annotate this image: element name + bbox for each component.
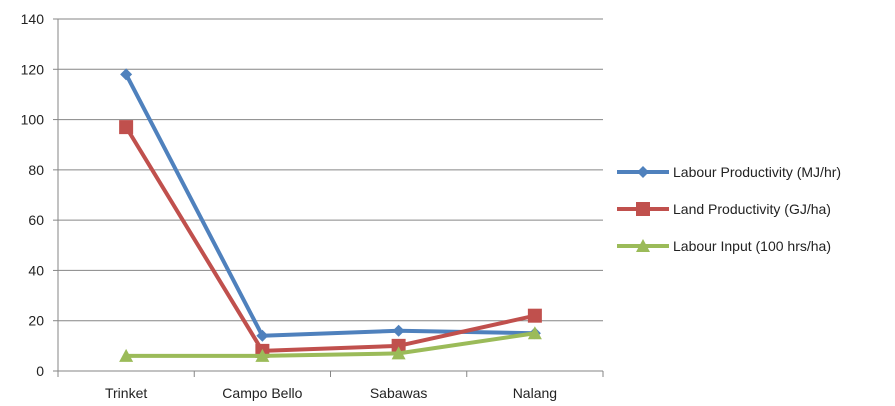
y-tick-label: 80: [28, 162, 44, 178]
series-2: [119, 120, 542, 358]
y-tick-label: 40: [28, 262, 44, 278]
legend: Labour Productivity (MJ/hr) Land Producti…: [617, 164, 841, 254]
series-line: [124, 72, 537, 338]
series-3: [119, 326, 542, 362]
data-point: [255, 348, 270, 362]
legend-item: Land Productivity (GJ/ha): [617, 201, 831, 217]
legend-label: Land Productivity (GJ/ha): [673, 201, 831, 217]
x-tick-label: Campo Bello: [222, 385, 302, 401]
legend-marker: [637, 166, 649, 178]
x-tick-labels: Trinket Campo Bello Sabawas Nalang: [105, 385, 557, 401]
y-tick-label: 0: [36, 363, 44, 379]
legend-label: Labour Productivity (MJ/hr): [673, 164, 841, 180]
x-tick-label: Sabawas: [370, 385, 428, 401]
legend-label: Labour Input (100 hrs/ha): [673, 238, 831, 254]
series-line: [124, 331, 537, 358]
legend-marker: [636, 239, 650, 252]
legend-marker: [636, 202, 650, 216]
axes: [53, 18, 604, 377]
series-line: [124, 125, 537, 353]
data-point: [392, 324, 405, 337]
x-tick-label: Nalang: [513, 385, 557, 401]
gridlines: [58, 18, 603, 322]
legend-item: Labour Productivity (MJ/hr): [617, 164, 841, 180]
y-tick-label: 100: [21, 112, 45, 128]
series-layer: [119, 68, 542, 362]
y-tick-label: 140: [21, 11, 45, 27]
data-point: [119, 120, 134, 135]
series-1: [120, 68, 541, 342]
data-point: [527, 326, 542, 340]
data-point: [391, 338, 406, 353]
x-tick-label: Trinket: [105, 385, 147, 401]
data-point: [256, 329, 269, 342]
y-tick-label: 120: [21, 61, 45, 77]
y-tick-label: 20: [28, 313, 44, 329]
y-tick-label: 60: [28, 212, 44, 228]
data-point: [527, 308, 542, 323]
data-point: [120, 68, 133, 81]
legend-item: Labour Input (100 hrs/ha): [617, 238, 831, 254]
y-tick-labels: 0 20 40 60 80 100 120 140: [21, 11, 45, 379]
data-point: [391, 346, 406, 360]
data-point: [119, 348, 134, 362]
